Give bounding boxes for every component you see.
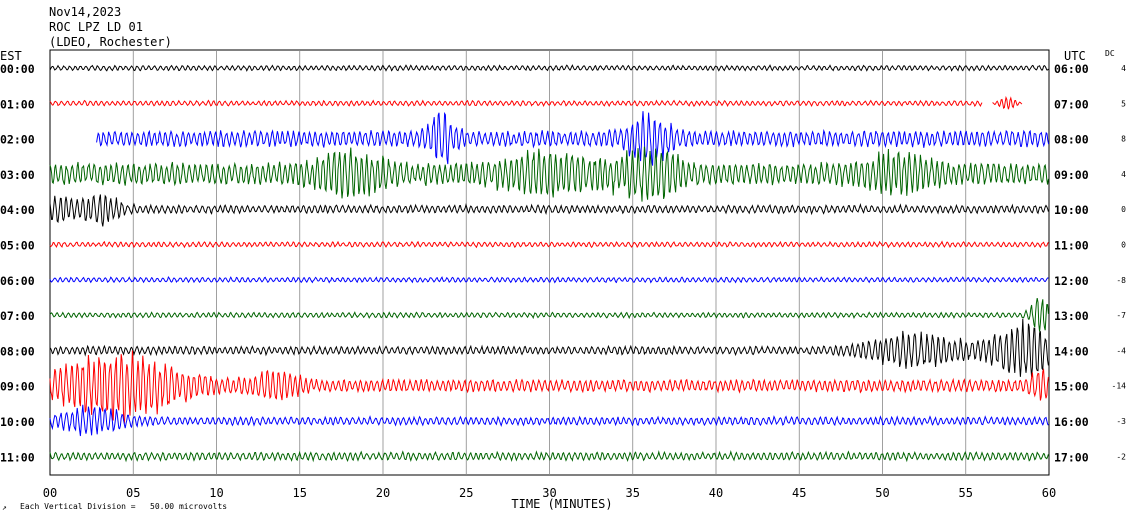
seismic-trace — [49, 350, 1049, 424]
utc-hour-label: 09:00 — [1054, 168, 1089, 182]
vertical-division-note: Each Vertical Division = 50.00 microvolt… — [20, 502, 227, 511]
footnote-mark: ↗ — [2, 503, 7, 512]
est-hour-label: 06:00 — [0, 274, 35, 288]
dc-offset-label: 4 — [1121, 170, 1126, 179]
seismic-trace — [49, 146, 1049, 202]
x-axis-label: TIME (MINUTES) — [511, 497, 612, 511]
x-tick-labels: 00 05 10 15 20 25 30 35 40 45 50 55 60 — [43, 486, 1056, 500]
utc-hour-label: 16:00 — [1054, 415, 1089, 429]
x-tick-label: 35 — [626, 486, 640, 500]
est-hour-label: 03:00 — [0, 168, 35, 182]
seismic-trace — [49, 298, 1049, 332]
x-tick-label: 25 — [459, 486, 473, 500]
est-hour-label: 05:00 — [0, 239, 35, 253]
x-tick-label: 55 — [959, 486, 973, 500]
dc-offset-label: -4 — [1116, 346, 1126, 355]
chart-network: (LDEO, Rochester) — [49, 35, 172, 49]
utc-hour-label: 08:00 — [1054, 133, 1089, 147]
x-tick-label: 45 — [792, 486, 806, 500]
utc-hour-label: 11:00 — [1054, 239, 1089, 253]
vertical-grid — [132, 50, 967, 475]
seismic-event — [992, 95, 1023, 110]
dc-offset-label: -14 — [1112, 382, 1127, 391]
x-tick-label: 30 — [542, 486, 556, 500]
row-labels: 00:00 06:00 4 01:00 07:00 5 02:00 08:00 8 03:00 09… — [0, 62, 1126, 464]
right-timezone-label: UTC — [1064, 49, 1086, 63]
dc-offset-label: -2 — [1116, 452, 1126, 461]
est-hour-label: 08:00 — [0, 344, 35, 358]
utc-hour-label: 17:00 — [1054, 450, 1089, 464]
dc-offset-label: 4 — [1121, 64, 1126, 73]
seismic-traces — [49, 64, 1050, 463]
est-hour-label: 10:00 — [0, 415, 35, 429]
x-tick-label: 05 — [126, 486, 140, 500]
seismic-trace — [49, 449, 1049, 463]
x-tick-label: 20 — [376, 486, 390, 500]
dc-offset-label: 0 — [1121, 205, 1126, 214]
chart-date: Nov14,2023 — [49, 5, 121, 19]
utc-hour-label: 12:00 — [1054, 274, 1089, 288]
utc-hour-label: 07:00 — [1054, 97, 1089, 111]
seismic-trace — [49, 318, 1049, 377]
dc-offset-label: 8 — [1121, 135, 1126, 144]
seismic-trace — [49, 99, 983, 108]
chart-station: ROC LPZ LD 01 — [49, 20, 143, 34]
utc-hour-label: 06:00 — [1054, 62, 1089, 76]
utc-hour-label: 13:00 — [1054, 309, 1089, 323]
dc-offset-label: -3 — [1116, 417, 1126, 426]
x-tick-label: 00 — [43, 486, 57, 500]
seismic-trace — [49, 404, 1049, 437]
est-hour-label: 04:00 — [0, 203, 35, 217]
x-tick-label: 60 — [1042, 486, 1056, 500]
x-tick-label: 15 — [293, 486, 307, 500]
est-hour-label: 09:00 — [0, 380, 35, 394]
est-hour-label: 02:00 — [0, 133, 35, 147]
seismic-trace — [49, 240, 1049, 249]
seismic-trace — [96, 111, 1050, 166]
x-tick-label: 40 — [709, 486, 723, 500]
seismic-trace — [49, 64, 1049, 72]
dc-offset-label: 0 — [1121, 241, 1126, 250]
dc-offset-label: -7 — [1116, 311, 1126, 320]
seismic-trace — [49, 194, 1049, 227]
utc-hour-label: 10:00 — [1054, 203, 1089, 217]
est-hour-label: 07:00 — [0, 309, 35, 323]
dc-offset-label: 5 — [1121, 99, 1126, 108]
est-hour-label: 00:00 — [0, 62, 35, 76]
dc-offset-label: -8 — [1116, 276, 1126, 285]
dc-header-label: DC — [1105, 49, 1115, 58]
x-tick-label: 50 — [875, 486, 889, 500]
est-hour-label: 11:00 — [0, 450, 35, 464]
left-timezone-label: EST — [0, 49, 22, 63]
x-tick-label: 10 — [209, 486, 223, 500]
utc-hour-label: 15:00 — [1054, 380, 1089, 394]
seismic-trace — [49, 276, 1049, 284]
est-hour-label: 01:00 — [0, 97, 35, 111]
utc-hour-label: 14:00 — [1054, 344, 1089, 358]
